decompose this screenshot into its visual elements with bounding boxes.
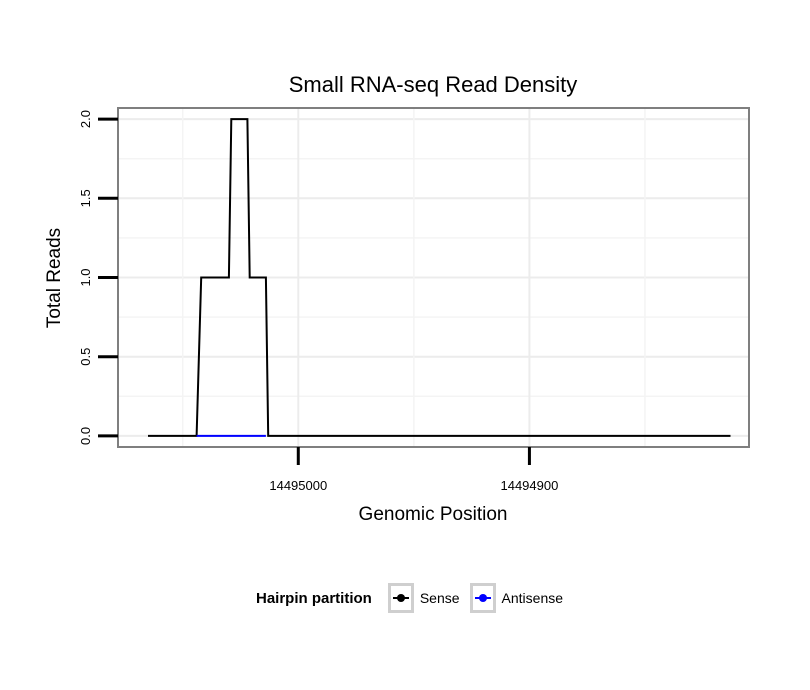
legend-label-sense: Sense — [419, 590, 460, 606]
x-tick-label: 14495000 — [269, 478, 327, 493]
legend-key-sense — [387, 583, 414, 613]
y-tick-label: 1.0 — [78, 268, 93, 286]
legend: Hairpin partition Sense Antisense — [256, 580, 573, 616]
series-layer — [148, 118, 731, 437]
series-line-sense — [148, 118, 731, 437]
y-tick-label: 0.5 — [78, 348, 93, 366]
legend-entry-sense: Sense — [387, 583, 464, 613]
chart-title: Small RNA-seq Read Density — [289, 72, 578, 97]
y-tick-label: 2.0 — [78, 110, 93, 128]
x-axis-label: Genomic Position — [359, 504, 508, 525]
legend-entry-antisense: Antisense — [469, 583, 567, 613]
y-axis-label: Total Reads — [44, 228, 65, 328]
legend-title: Hairpin partition — [256, 589, 372, 607]
legend-dot-antisense — [478, 594, 487, 602]
y-tick-label: 0.0 — [78, 427, 93, 445]
y-tick-label: 1.5 — [78, 189, 93, 207]
legend-key-antisense — [469, 583, 496, 613]
x-tick-label: 14494900 — [500, 478, 558, 493]
legend-dot-sense — [396, 594, 405, 602]
legend-label-antisense: Antisense — [501, 590, 564, 606]
axes: 0.0 0.5 1.0 1.5 2.0 14495000 14494900 — [78, 110, 558, 493]
